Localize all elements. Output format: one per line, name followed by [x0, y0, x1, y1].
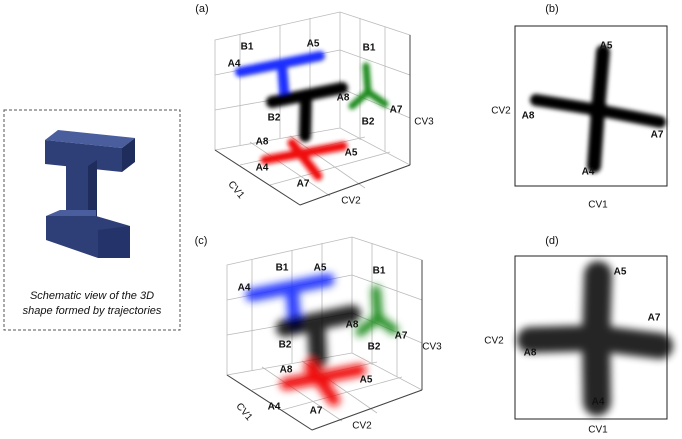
point-label: A5 — [360, 375, 373, 386]
schematic-box — [3, 109, 181, 331]
point-label: A8 — [280, 365, 293, 376]
trajectories — [235, 51, 389, 181]
point-label: A8 — [524, 348, 537, 359]
axis-label: CV1 — [233, 401, 254, 423]
axis-label: CV2 — [484, 336, 504, 347]
trajectories — [530, 45, 666, 173]
point-label: A5 — [614, 267, 627, 278]
schematic-shape — [45, 130, 135, 258]
axis-label: CV2 — [341, 196, 361, 207]
point-label: A4 — [268, 402, 281, 413]
point-label: A5 — [307, 39, 320, 50]
panel-label: (a) — [195, 3, 208, 15]
axis-label: CV2 — [352, 421, 372, 432]
point-label: A4 — [228, 59, 241, 70]
axis-label: CV1 — [588, 425, 608, 436]
point-label: A4 — [238, 283, 251, 294]
point-label: A8 — [256, 137, 269, 148]
point-label: A7 — [390, 105, 403, 116]
point-label: A7 — [651, 130, 664, 141]
point-label: A4 — [592, 397, 605, 408]
panel-label: (b) — [545, 3, 558, 15]
point-label: A8 — [337, 93, 350, 104]
point-label: A7 — [310, 406, 323, 417]
point-label: A4 — [582, 167, 595, 178]
point-label: B2 — [268, 113, 281, 124]
point-label: B1 — [241, 42, 254, 53]
plot-box — [514, 25, 668, 187]
axis-label: CV1 — [588, 200, 608, 211]
axis-label: CV2 — [491, 106, 511, 117]
point-label: A8 — [346, 320, 359, 331]
point-label: A8 — [522, 111, 535, 122]
axis-label: CV3 — [414, 117, 434, 128]
caption-line: shape formed by trajectories — [23, 305, 162, 317]
trajectories — [517, 261, 673, 416]
point-label: A4 — [256, 163, 269, 174]
point-label: B2 — [279, 340, 292, 351]
panel-label: (d) — [545, 235, 558, 247]
point-label: A7 — [395, 331, 408, 342]
point-label: B2 — [362, 117, 375, 128]
panel-label: (c) — [195, 235, 208, 247]
point-label: A5 — [314, 263, 327, 274]
point-label: A5 — [600, 41, 613, 52]
axis-label: CV3 — [422, 342, 442, 353]
trajectories — [245, 273, 399, 406]
point-label: B1 — [363, 43, 376, 54]
point-label: A7 — [648, 313, 661, 324]
point-label: B1 — [276, 263, 289, 274]
point-label: A5 — [345, 148, 358, 159]
point-label: B1 — [373, 266, 386, 277]
point-label: A7 — [297, 179, 310, 190]
caption-line: Schematic view of the 3D — [30, 290, 154, 302]
point-label: B2 — [368, 342, 381, 353]
axis-label: CV1 — [225, 179, 246, 201]
